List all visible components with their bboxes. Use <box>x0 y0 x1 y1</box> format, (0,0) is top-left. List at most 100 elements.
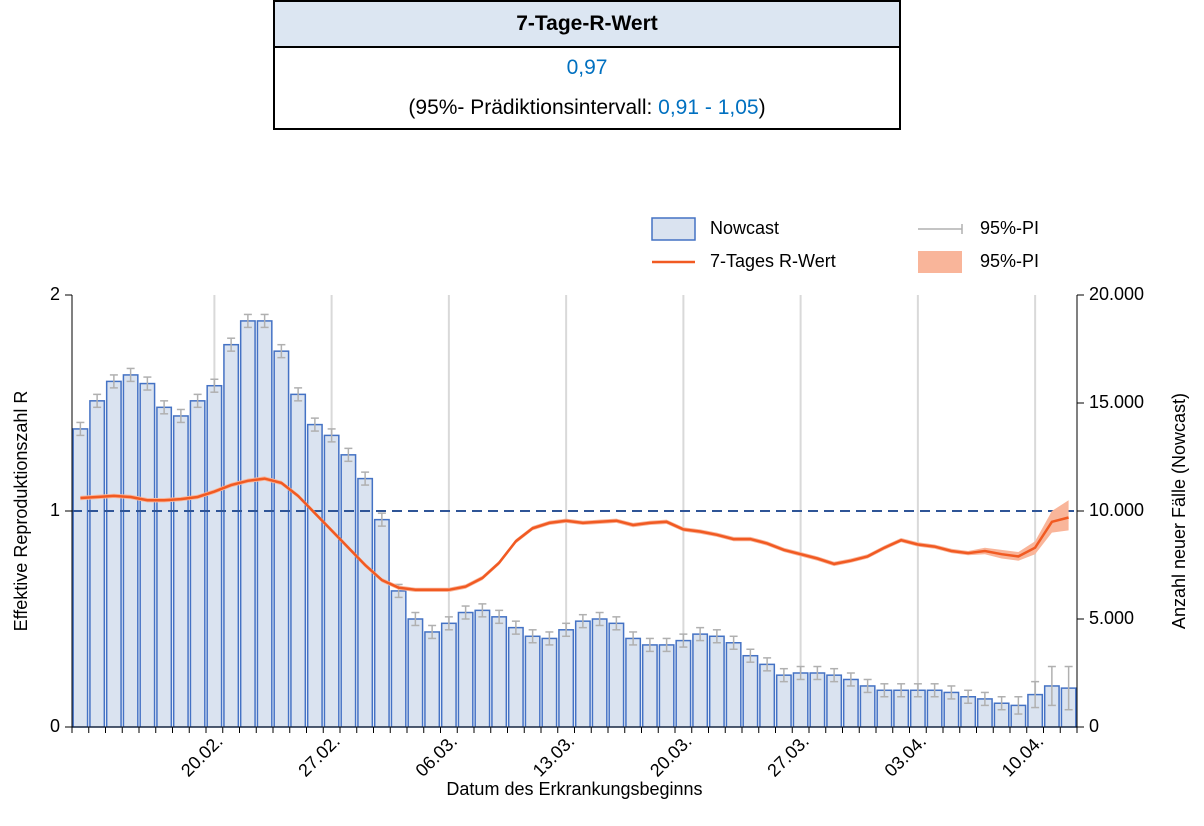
error-bar <box>662 637 671 653</box>
error-bar <box>93 393 102 409</box>
error-bar <box>243 313 252 329</box>
error-bar <box>645 637 654 653</box>
bar <box>474 609 491 728</box>
error-bar <box>411 611 420 627</box>
error-bar <box>528 629 537 644</box>
y-tick-label: 0 <box>50 716 60 736</box>
y-tick-label: 2 <box>50 284 60 304</box>
error-bar <box>76 421 85 437</box>
error-bar <box>478 603 487 618</box>
bar <box>223 343 240 728</box>
legend-swatch <box>651 217 696 241</box>
bar <box>826 674 843 728</box>
error-bar <box>1047 665 1056 707</box>
bar <box>256 320 273 728</box>
bar <box>658 644 675 728</box>
error-bar <box>746 648 755 663</box>
error-bar <box>227 337 236 352</box>
summary-table: 7-Tage-R-Wert 0,97 (95%- Prädiktionsinte… <box>273 0 901 130</box>
bar <box>72 428 89 728</box>
error-bar <box>964 689 973 704</box>
error-bar <box>779 667 788 683</box>
bar <box>239 320 256 728</box>
bar <box>574 620 591 728</box>
error-bar <box>160 400 169 415</box>
error-bar <box>997 696 1006 711</box>
bar <box>541 637 558 728</box>
error-bar <box>444 616 453 631</box>
error-bar <box>310 417 319 432</box>
summary-value: 0,97 <box>566 56 608 79</box>
error-bar <box>863 678 872 694</box>
error-bar <box>545 631 554 646</box>
bar <box>809 672 826 728</box>
error-bar <box>712 629 721 644</box>
error-bar <box>612 616 621 631</box>
error-bar <box>846 672 855 687</box>
bar <box>792 672 809 728</box>
legend-label: 7-Tages R-Wert <box>710 251 836 271</box>
bar <box>692 633 709 728</box>
bar <box>625 637 642 728</box>
bar <box>591 618 608 728</box>
interval-prefix: (95%- Prädiktionsintervall: <box>408 96 659 119</box>
error-bar <box>947 685 956 700</box>
error-bar <box>595 611 604 627</box>
error-bar <box>176 408 185 424</box>
x-tick-label: 06.03. <box>412 731 462 781</box>
bar <box>172 415 189 728</box>
error-bar <box>578 613 587 629</box>
x-tick-label: 20.03. <box>646 731 696 781</box>
error-bar <box>377 512 386 527</box>
x-tick-label: 27.03. <box>763 731 813 781</box>
bar <box>675 639 692 728</box>
bar <box>206 384 223 728</box>
error-bar <box>461 605 470 620</box>
error-bar <box>897 683 906 698</box>
y2-tick-label: 10.000 <box>1089 500 1144 520</box>
x-tick-label: 13.03. <box>529 731 579 781</box>
error-bar <box>210 378 219 393</box>
bar <box>507 626 524 728</box>
r-line <box>80 477 1069 592</box>
error-bar <box>880 683 889 698</box>
bar <box>742 654 759 728</box>
x-tick-label: 27.02. <box>294 731 344 781</box>
bar <box>708 635 725 728</box>
bar <box>524 635 541 728</box>
error-bar <box>930 683 939 698</box>
y2-axis-label: Anzahl neuer Fälle (Nowcast) <box>1169 393 1189 629</box>
bar <box>357 477 374 728</box>
bar <box>139 382 156 728</box>
error-bar <box>679 633 688 648</box>
bar <box>122 374 139 728</box>
y2-tick-label: 20.000 <box>1089 284 1144 304</box>
bar <box>306 423 323 728</box>
error-bar <box>562 622 571 638</box>
bar <box>725 642 742 728</box>
bar <box>424 631 441 728</box>
error-bar <box>260 313 269 329</box>
bar <box>641 644 658 728</box>
bar <box>290 393 307 728</box>
x-tick-label: 10.04. <box>998 731 1048 781</box>
bar <box>608 622 625 728</box>
bar <box>759 663 776 728</box>
error-bar <box>830 667 839 683</box>
error-bar <box>109 374 118 389</box>
bar <box>558 629 575 728</box>
bar <box>440 622 457 728</box>
interval: 0,91 - 1,05 <box>658 96 759 119</box>
bar <box>491 616 508 728</box>
bar <box>457 611 474 728</box>
summary-interval-row: (95%- Prädiktionsintervall: 0,91 - 1,05) <box>274 88 900 129</box>
error-bar <box>913 683 922 698</box>
error-bar <box>1014 696 1023 715</box>
x-tick-label: 03.04. <box>881 731 931 781</box>
bar <box>273 350 290 728</box>
bar <box>390 590 407 728</box>
legend-label: Nowcast <box>710 218 779 238</box>
error-bar <box>813 665 822 681</box>
